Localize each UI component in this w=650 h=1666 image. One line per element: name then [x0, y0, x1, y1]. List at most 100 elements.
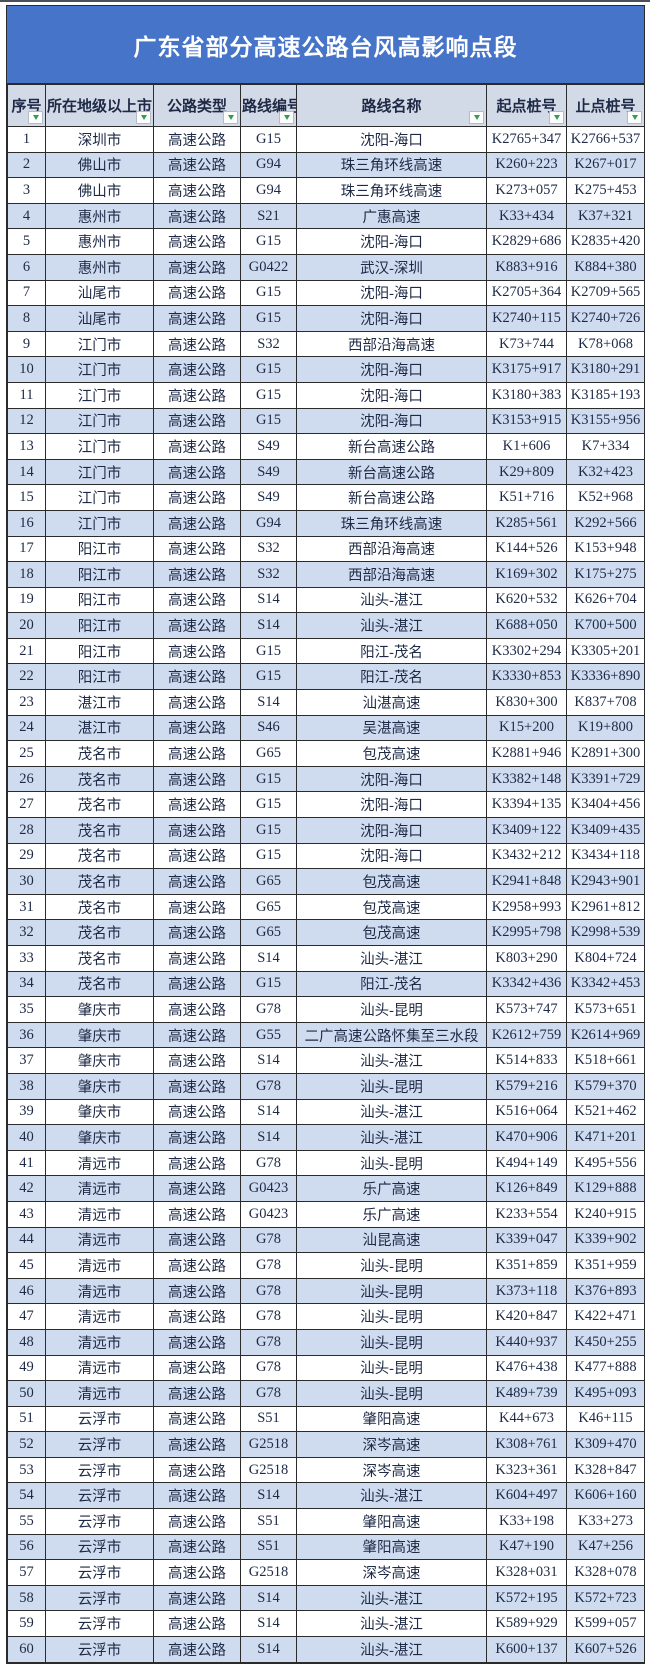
- table-cell: 阳江市: [45, 586, 154, 614]
- table-cell: 高速公路: [153, 279, 241, 307]
- table-cell: K2958+993: [486, 893, 567, 921]
- table-cell: 21: [7, 637, 46, 665]
- table-cell: K440+937: [486, 1328, 567, 1356]
- table-cell: 阳江市: [45, 637, 154, 665]
- filter-dropdown-button[interactable]: [279, 111, 294, 124]
- table-cell: 5: [7, 228, 46, 255]
- table-cell: K169+302: [486, 561, 567, 588]
- table-cell: 24: [7, 714, 46, 742]
- table-cell: 35: [7, 996, 46, 1023]
- table-cell: K32+423: [566, 458, 645, 486]
- table-cell: S32: [240, 535, 297, 563]
- filter-dropdown-button[interactable]: [136, 111, 151, 124]
- table-cell: 2: [7, 151, 46, 179]
- table-cell: K495+093: [566, 1380, 645, 1407]
- table-cell: 29: [7, 842, 46, 870]
- table-cell: S32: [240, 561, 297, 588]
- table-row: 6 惠州市 高速公路 G0422 武汉-深圳 K883+916 K884+380: [7, 253, 645, 281]
- table-cell: 高速公路: [153, 535, 241, 563]
- table-cell: K495+556: [566, 1149, 645, 1177]
- table-cell: G78: [240, 1303, 297, 1330]
- header-cell-route-name: 路线名称: [296, 84, 487, 127]
- table-cell: 西部沿海高速: [296, 561, 487, 588]
- table-cell: K804+724: [566, 945, 645, 972]
- table-cell: 湛江市: [45, 714, 154, 742]
- table-cell: 珠三角环线高速: [296, 177, 487, 204]
- table-cell: 高速公路: [153, 253, 241, 281]
- filter-dropdown-button[interactable]: [627, 111, 642, 124]
- table-cell: 汕头-湛江: [296, 1098, 487, 1126]
- table-cell: 高速公路: [153, 433, 241, 460]
- table-cell: 37: [7, 1047, 46, 1074]
- table-cell: 沈阳-海口: [296, 228, 487, 255]
- table-cell: K175+275: [566, 561, 645, 588]
- table-body: 1 深圳市 高速公路 G15 沈阳-海口 K2765+347 K2766+537 2 佛山市 高速…: [7, 126, 645, 1663]
- table-cell: 高速公路: [153, 689, 241, 716]
- dropdown-arrow-icon: [227, 115, 234, 120]
- table-cell: K450+255: [566, 1328, 645, 1356]
- table-cell: 清远市: [45, 1328, 154, 1356]
- table-cell: 高速公路: [153, 330, 241, 358]
- table-cell: 云浮市: [45, 1508, 154, 1535]
- table-cell: 20: [7, 612, 46, 639]
- table-row: 22 阳江市 高速公路 G15 阳江-茂名 K3330+853 K3336+890: [7, 663, 645, 691]
- table-cell: K144+526: [486, 535, 567, 563]
- table-row: 29 茂名市 高速公路 G15 沈阳-海口 K3432+212 K3434+118: [7, 842, 645, 870]
- table-cell: K489+739: [486, 1380, 567, 1407]
- table-cell: 新台高速公路: [296, 433, 487, 460]
- table-cell: 52: [7, 1431, 46, 1458]
- table-cell: 55: [7, 1508, 46, 1535]
- filter-dropdown-button[interactable]: [28, 111, 43, 124]
- filter-dropdown-button[interactable]: [469, 111, 484, 124]
- table-cell: 包茂高速: [296, 893, 487, 921]
- table-cell: 47: [7, 1303, 46, 1330]
- table-cell: K688+050: [486, 612, 567, 639]
- table-cell: 高速公路: [153, 970, 241, 998]
- table-cell: 佛山市: [45, 151, 154, 179]
- table-cell: G65: [240, 919, 297, 946]
- filter-dropdown-button[interactable]: [549, 111, 564, 124]
- table-cell: 38: [7, 1072, 46, 1100]
- table-cell: 茂名市: [45, 868, 154, 895]
- table-cell: K422+471: [566, 1303, 645, 1330]
- table-cell: 沈阳-海口: [296, 842, 487, 870]
- table-cell: 60: [7, 1636, 46, 1663]
- table-cell: K292+566: [566, 509, 645, 537]
- table-cell: K2961+812: [566, 893, 645, 921]
- table-cell: 14: [7, 458, 46, 486]
- table-cell: 高速公路: [153, 637, 241, 665]
- table-cell: 西部沿海高速: [296, 330, 487, 358]
- table-cell: 清远市: [45, 1149, 154, 1177]
- table-cell: 清远市: [45, 1226, 154, 1254]
- header-label: 止点桩号: [575, 99, 636, 115]
- table-cell: G78: [240, 1354, 297, 1382]
- table-cell: 高速公路: [153, 1149, 241, 1177]
- table-cell: 58: [7, 1584, 46, 1612]
- table-cell: S51: [240, 1533, 297, 1561]
- table-cell: 12: [7, 407, 46, 435]
- dropdown-arrow-icon: [631, 115, 638, 120]
- table-row: 58 云浮市 高速公路 S14 汕头-湛江 K572+195 K572+723: [7, 1584, 645, 1612]
- table-cell: K3409+435: [566, 817, 645, 844]
- table-cell: K233+554: [486, 1200, 567, 1228]
- table-cell: 高速公路: [153, 1354, 241, 1382]
- table-cell: 汕头-昆明: [296, 1328, 487, 1356]
- table-cell: K153+948: [566, 535, 645, 563]
- table-cell: K7+334: [566, 433, 645, 460]
- table-row: 10 江门市 高速公路 G15 沈阳-海口 K3175+917 K3180+291: [7, 356, 645, 383]
- table-cell: 17: [7, 535, 46, 563]
- table-cell: K52+968: [566, 484, 645, 511]
- table-row: 39 肇庆市 高速公路 S14 汕头-湛江 K516+064 K521+462: [7, 1098, 645, 1126]
- table-cell: S14: [240, 1482, 297, 1510]
- table-cell: 32: [7, 919, 46, 946]
- table-cell: G2518: [240, 1559, 297, 1586]
- table-row: 55 云浮市 高速公路 S51 肇阳高速 K33+198 K33+273: [7, 1508, 645, 1535]
- table-cell: K323+361: [486, 1456, 567, 1484]
- table-row: 21 阳江市 高速公路 G15 阳江-茂名 K3302+294 K3305+201: [7, 637, 645, 665]
- table-cell: 深岑高速: [296, 1431, 487, 1458]
- table-cell: K33+273: [566, 1508, 645, 1535]
- filter-dropdown-button[interactable]: [223, 111, 238, 124]
- table-cell: 汕头-湛江: [296, 1584, 487, 1612]
- table-cell: S46: [240, 714, 297, 742]
- table-cell: K607+526: [566, 1636, 645, 1663]
